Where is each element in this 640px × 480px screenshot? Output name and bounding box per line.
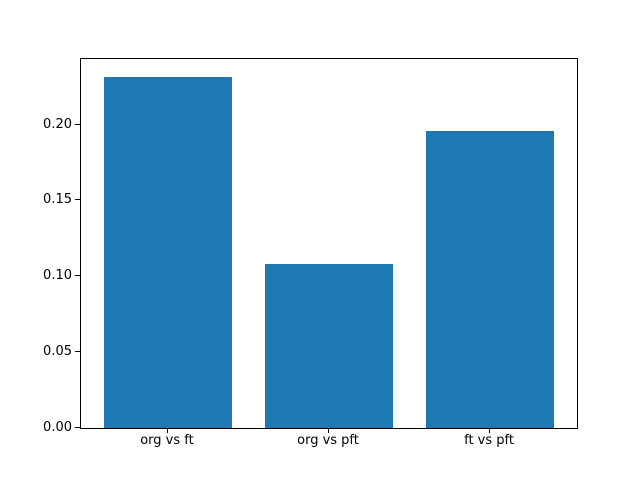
y-tick-label: 0.00 (43, 419, 72, 435)
y-tick-mark (75, 275, 80, 277)
bar-org-vs-pft (264, 264, 394, 428)
y-tick-mark (75, 426, 80, 428)
y-tick-label: 0.10 (43, 268, 72, 284)
plot-area (80, 58, 578, 429)
y-tick-label: 0.05 (43, 343, 72, 359)
x-tick-mark (328, 428, 329, 433)
y-tick-mark (75, 350, 80, 352)
bar-ft-vs-pft (425, 131, 555, 428)
y-tick-mark (75, 199, 80, 201)
x-tick-mark (489, 428, 491, 433)
x-tick-label: ft vs pft (464, 433, 514, 448)
y-tick-label: 0.20 (43, 116, 72, 132)
x-tick-mark (166, 428, 168, 433)
x-tick-label: org vs pft (297, 433, 359, 448)
y-tick-mark (75, 123, 80, 125)
y-tick-label: 0.15 (43, 192, 72, 208)
bar-org-vs-ft (103, 76, 233, 428)
x-tick-label: org vs ft (140, 433, 194, 448)
